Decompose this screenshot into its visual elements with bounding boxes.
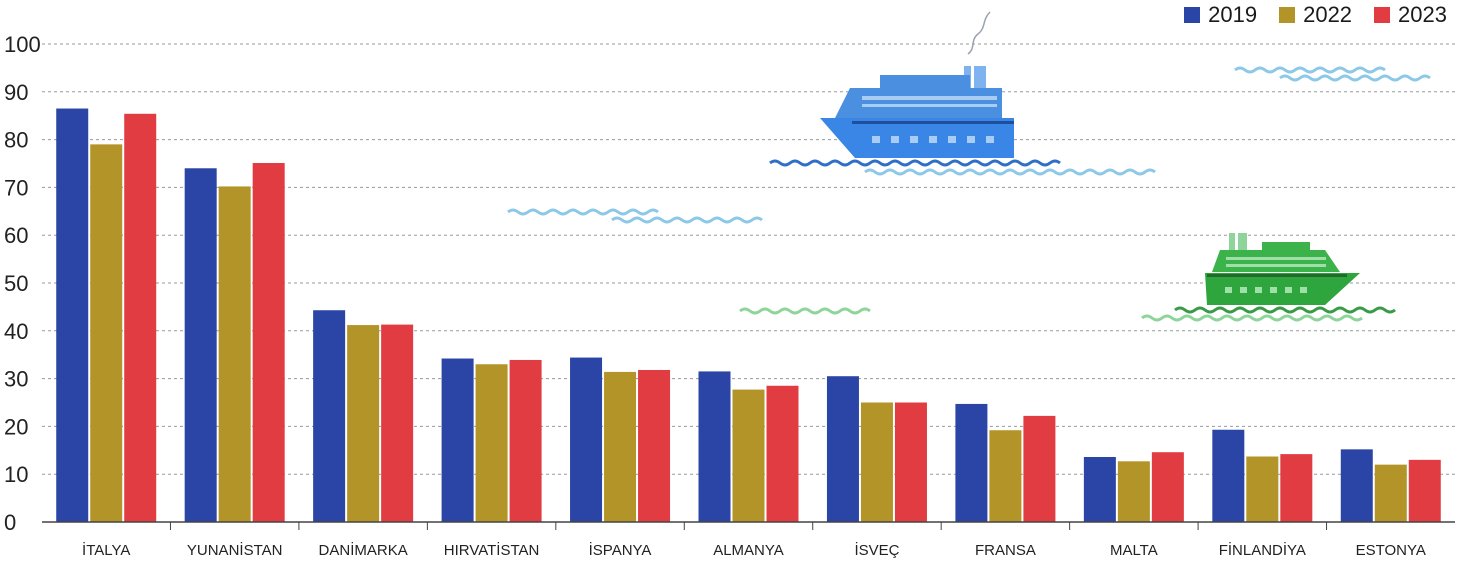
bar-2022-1 <box>218 186 251 522</box>
y-tick-label: 90 <box>4 80 28 105</box>
x-tick-label: MALTA <box>1110 542 1158 559</box>
bar-2019-3 <box>441 358 474 522</box>
x-tick-label: FİNLANDİYA <box>1219 541 1306 559</box>
bar-2022-9 <box>1246 456 1279 522</box>
x-tick-label: ESTONYA <box>1356 542 1426 559</box>
bar-2023-2 <box>381 324 414 522</box>
y-tick-label: 0 <box>4 510 16 535</box>
bar-2023-10 <box>1408 459 1441 522</box>
bar-2023-1 <box>252 163 285 522</box>
bar-2023-5 <box>766 385 799 522</box>
green-ship-icon <box>1141 233 1396 322</box>
x-tick-label: DANİMARKA <box>319 541 408 559</box>
legend-item-2022: 2022 <box>1279 2 1352 28</box>
bar-2023-7 <box>1023 415 1056 522</box>
legend-label-2022: 2022 <box>1303 2 1353 27</box>
y-tick-label: 10 <box>4 462 28 487</box>
x-tick-label: ALMANYA <box>713 542 784 559</box>
legend-label-2019: 2019 <box>1208 2 1258 27</box>
y-tick-label: 80 <box>4 128 28 153</box>
bar-2019-1 <box>184 168 217 522</box>
bar-2023-9 <box>1280 454 1313 522</box>
legend-swatch-2022 <box>1279 7 1296 23</box>
bar-2019-6 <box>826 376 859 522</box>
y-tick-label: 60 <box>4 223 28 248</box>
bar-2019-0 <box>56 108 89 522</box>
bar-2023-4 <box>638 369 671 522</box>
bar-2023-6 <box>894 402 927 522</box>
bar-2023-0 <box>124 113 157 523</box>
bar-2019-9 <box>1212 429 1245 522</box>
x-tick-label: FRANSA <box>975 542 1036 559</box>
bar-2019-5 <box>698 371 731 522</box>
legend-label-2023: 2023 <box>1398 2 1447 27</box>
bar-2022-4 <box>604 371 637 522</box>
legend-swatch-2023 <box>1374 7 1391 23</box>
legend-item-2023: 2023 <box>1374 2 1447 28</box>
wave-green-small <box>739 307 871 315</box>
bar-2019-2 <box>313 310 346 522</box>
bar-2022-3 <box>475 364 508 522</box>
bar-2019-7 <box>955 403 988 522</box>
legend-item-2019: 2019 <box>1184 2 1257 28</box>
bar-2019-4 <box>570 357 603 522</box>
y-tick-label: 100 <box>4 32 41 57</box>
wave-mid-2 <box>611 216 763 224</box>
x-tick-label: HIRVATİSTAN <box>444 541 540 559</box>
x-tick-label: YUNANİSTAN <box>187 541 283 559</box>
bar-2023-8 <box>1151 452 1184 522</box>
legend: 2019 2022 2023 <box>1184 2 1447 28</box>
x-tick-label: İTALYA <box>82 541 130 559</box>
bar-2022-7 <box>989 430 1022 522</box>
wave-mid-1 <box>507 208 659 216</box>
bar-2022-8 <box>1117 461 1150 522</box>
waves-decoration <box>507 66 1431 315</box>
y-tick-label: 50 <box>4 271 28 296</box>
bar-2022-0 <box>90 144 123 522</box>
bar-2023-3 <box>509 359 542 522</box>
blue-ship-icon <box>769 11 1156 176</box>
y-tick-label: 30 <box>4 367 28 392</box>
bar-2022-5 <box>732 389 765 522</box>
axes: 0 10 20 30 40 50 60 70 80 90 100 İTALYA YUNANİSTAN DA… <box>4 32 1455 559</box>
wave-top-right-2 <box>1279 74 1431 82</box>
wave-top-right-1 <box>1234 66 1386 74</box>
bar-2022-10 <box>1374 464 1407 522</box>
y-tick-label: 20 <box>4 414 28 439</box>
y-tick-label: 40 <box>4 319 28 344</box>
x-tick-label: İSPANYA <box>589 541 652 559</box>
bar-2022-6 <box>860 402 893 522</box>
bar-2019-10 <box>1340 449 1373 522</box>
legend-swatch-2019 <box>1184 7 1201 23</box>
bars <box>56 108 1441 523</box>
bar-2022-2 <box>347 325 380 522</box>
y-tick-label: 70 <box>4 175 28 200</box>
bar-2019-8 <box>1083 456 1116 522</box>
x-tick-label: İSVEÇ <box>854 541 899 559</box>
